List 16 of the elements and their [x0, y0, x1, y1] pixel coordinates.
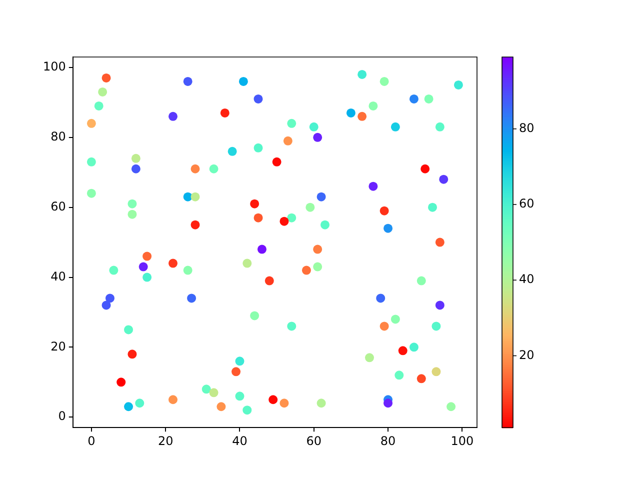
y-tick-label: 60 — [50, 199, 66, 214]
x-tick-label: 40 — [232, 434, 248, 448]
y-tick-label: 100 — [43, 60, 66, 74]
x-tick-label: 100 — [450, 434, 474, 448]
y-tick-label: 20 — [50, 339, 66, 354]
color-bar-label: 20 — [519, 348, 534, 362]
color-bar-label: 40 — [519, 272, 534, 286]
x-tick-label: 80 — [380, 434, 396, 448]
x-tick-label: 60 — [306, 434, 322, 448]
x-tick-label: 20 — [158, 434, 174, 448]
y-tick-label: 80 — [50, 130, 66, 144]
color-bar-label: 60 — [519, 196, 534, 211]
y-tick-label: 0 — [58, 409, 66, 424]
color-bar-label: 80 — [519, 120, 534, 135]
x-tick-label: 0 — [88, 434, 96, 448]
y-tick-label: 40 — [50, 269, 66, 284]
